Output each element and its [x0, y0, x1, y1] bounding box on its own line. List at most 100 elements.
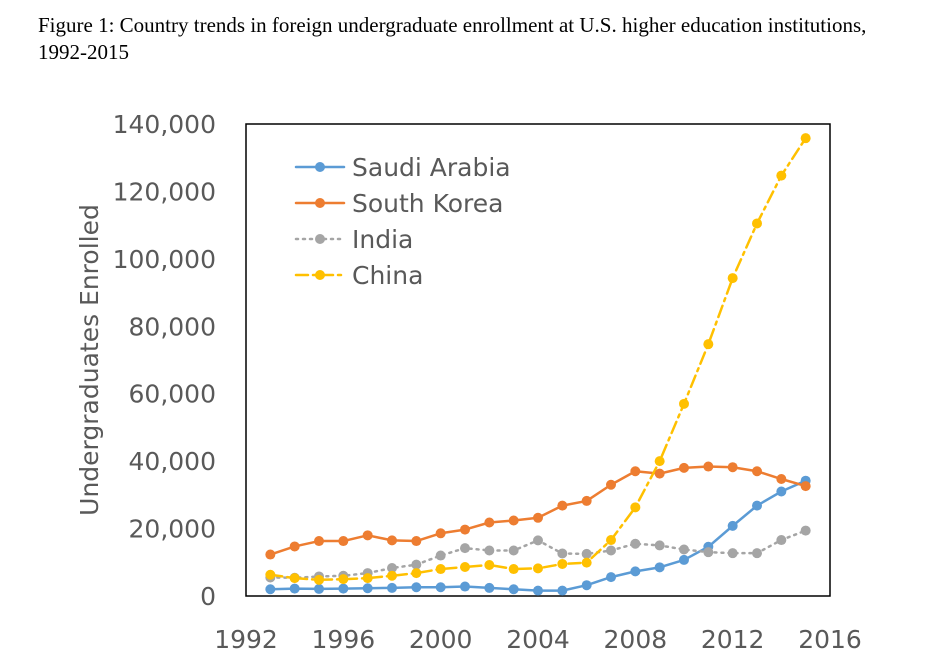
data-point-india [630, 538, 641, 549]
data-point-china [411, 568, 422, 579]
y-axis-ticks: 0 20,000 40,000 60,000 80,000 100,000 120,000 1… [113, 110, 216, 611]
x-tick-label: 1996 [312, 625, 376, 654]
data-point-south-korea [557, 500, 568, 511]
data-point-china [265, 569, 276, 580]
data-point-saudi-arabia [411, 582, 422, 593]
data-point-south-korea [508, 515, 519, 526]
y-tick-label: 140,000 [113, 110, 216, 139]
data-point-saudi-arabia [630, 566, 641, 577]
data-point-china [435, 564, 446, 575]
data-point-south-korea [460, 524, 470, 535]
data-point-saudi-arabia [727, 520, 738, 531]
data-point-saudi-arabia [314, 583, 324, 594]
data-point-saudi-arabia [533, 585, 543, 596]
data-point-india [435, 550, 446, 561]
data-point-china [581, 557, 592, 568]
data-point-saudi-arabia [654, 562, 665, 573]
data-point-south-korea [581, 495, 592, 506]
x-tick-label: 2016 [798, 625, 862, 654]
data-point-south-korea [776, 474, 787, 485]
x-tick-label: 2000 [409, 625, 473, 654]
data-point-india [387, 563, 397, 574]
legend-label-india: India [352, 225, 413, 254]
y-tick-label: 0 [200, 582, 216, 611]
data-point-saudi-arabia [338, 583, 349, 594]
data-point-saudi-arabia [484, 582, 495, 593]
legend-marker-china [315, 270, 325, 280]
x-axis-ticks: 1992 1996 2000 2004 2008 2012 2016 [214, 625, 862, 654]
data-point-saudi-arabia [679, 554, 689, 565]
data-point-china [606, 535, 616, 546]
data-point-india [484, 545, 495, 556]
data-point-south-korea [800, 481, 811, 492]
data-point-india [752, 548, 762, 559]
data-point-south-korea [484, 517, 495, 528]
x-tick-label: 1992 [214, 625, 278, 654]
data-point-china [484, 559, 495, 570]
data-point-south-korea [630, 466, 641, 477]
data-point-saudi-arabia [557, 585, 568, 596]
plot-area-frame [245, 123, 831, 597]
y-tick-label: 60,000 [129, 380, 216, 409]
legend-label-south-korea: South Korea [352, 189, 503, 218]
y-tick-label: 100,000 [113, 245, 216, 274]
data-point-saudi-arabia [508, 584, 519, 595]
data-point-india [679, 544, 689, 555]
data-point-india [703, 547, 714, 558]
data-point-south-korea [362, 530, 373, 541]
data-point-india [557, 548, 568, 559]
legend: Saudi Arabia South Korea India China [294, 153, 511, 290]
data-point-china [387, 570, 397, 581]
figure-caption: Figure 1: Country trends in foreign unde… [38, 13, 867, 64]
series-points [265, 133, 811, 596]
data-point-saudi-arabia [289, 583, 300, 594]
x-tick-label: 2012 [701, 625, 765, 654]
data-point-china [727, 273, 738, 284]
legend-label-saudi-arabia: Saudi Arabia [352, 153, 511, 182]
data-point-south-korea [338, 536, 349, 547]
legend-label-china: China [352, 261, 423, 290]
data-point-china [557, 558, 568, 569]
legend-marker-saudi-arabia [315, 162, 325, 172]
data-point-china [679, 398, 689, 409]
data-point-india [654, 540, 665, 551]
y-tick-label: 120,000 [113, 177, 216, 206]
data-point-saudi-arabia [581, 580, 592, 591]
data-point-india [800, 525, 811, 536]
data-point-saudi-arabia [752, 500, 762, 511]
x-tick-label: 2008 [604, 625, 668, 654]
y-tick-label: 40,000 [129, 447, 216, 476]
data-point-china [460, 562, 470, 573]
data-point-india [776, 535, 787, 546]
data-point-india [606, 545, 616, 556]
data-point-south-korea [314, 536, 324, 547]
data-point-india [411, 559, 422, 570]
y-tick-label: 20,000 [129, 515, 216, 544]
data-point-south-korea [265, 549, 276, 560]
data-point-saudi-arabia [460, 581, 470, 592]
data-point-china [508, 564, 519, 575]
data-point-saudi-arabia [387, 582, 397, 593]
data-point-south-korea [606, 479, 616, 490]
data-point-china [752, 218, 762, 229]
data-point-india [508, 545, 519, 556]
data-point-south-korea [533, 512, 543, 523]
data-point-south-korea [435, 528, 446, 539]
data-point-china [630, 502, 641, 513]
data-point-china [338, 574, 349, 585]
data-point-india [581, 548, 592, 559]
data-point-saudi-arabia [776, 486, 787, 497]
x-tick-label: 2004 [506, 625, 570, 654]
data-point-saudi-arabia [435, 582, 446, 593]
data-point-india [460, 543, 470, 554]
data-point-china [533, 563, 543, 574]
data-point-china [800, 133, 811, 144]
data-point-south-korea [679, 462, 689, 473]
data-point-saudi-arabia [606, 572, 616, 583]
legend-marker-south-korea [315, 198, 325, 208]
data-point-china [314, 574, 324, 585]
data-point-saudi-arabia [362, 583, 373, 594]
data-point-china [362, 573, 373, 584]
data-point-india [533, 535, 543, 546]
data-point-saudi-arabia [265, 584, 276, 595]
